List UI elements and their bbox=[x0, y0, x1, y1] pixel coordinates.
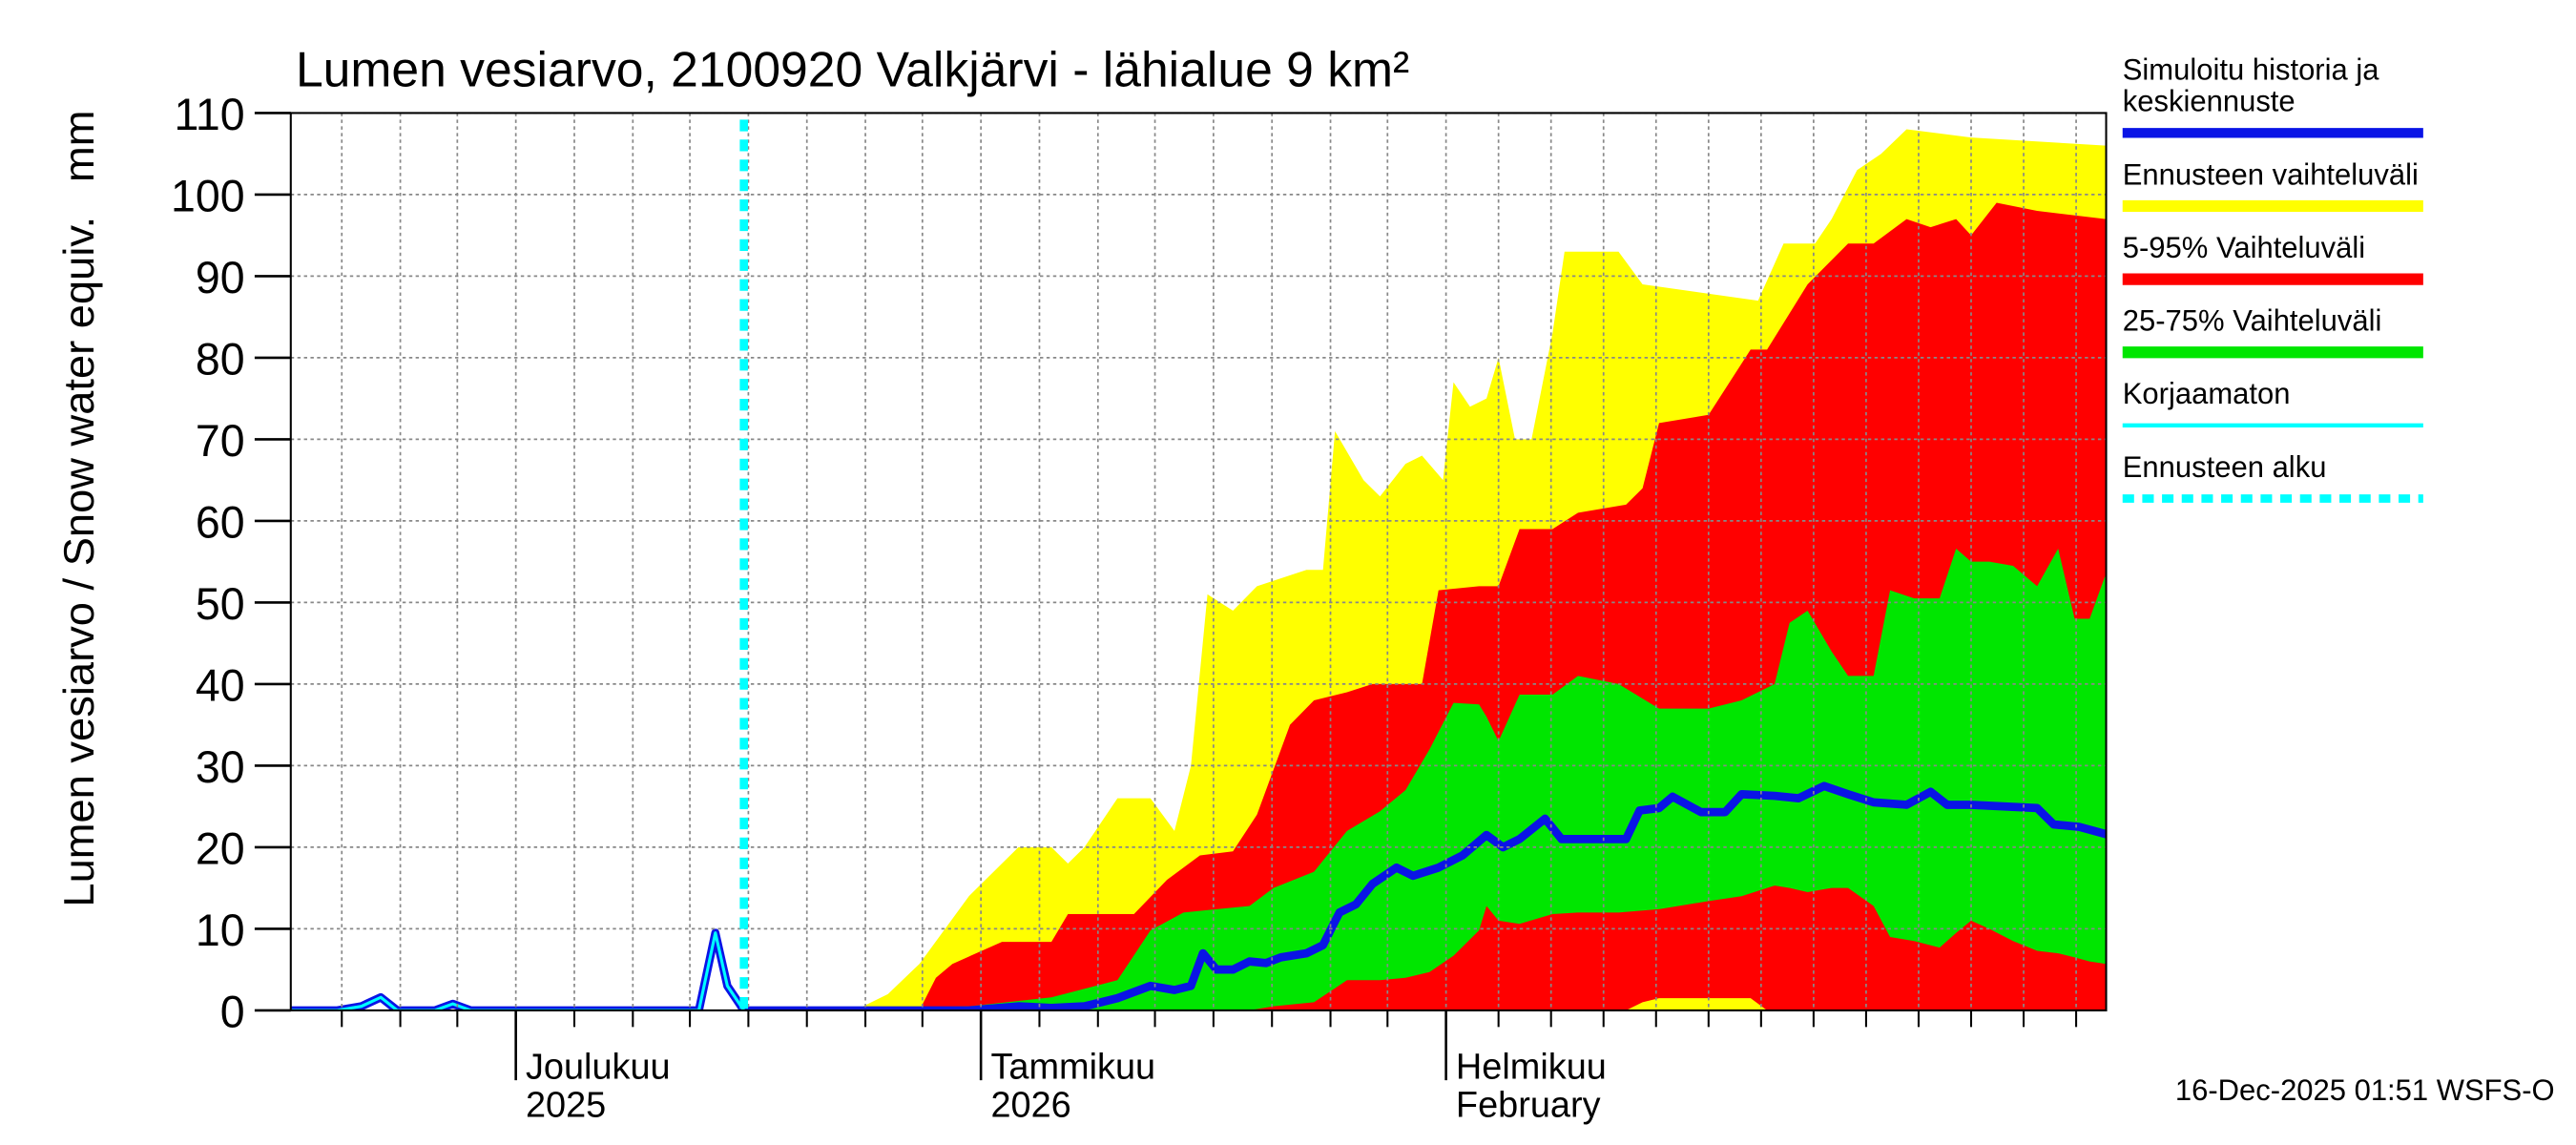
band-area bbox=[743, 549, 2107, 1010]
y-axis-label: Lumen vesiarvo / Snow water equiv. bbox=[54, 217, 103, 907]
y-tick-label: 60 bbox=[196, 497, 245, 547]
legend-label: Simuloitu historia ja keskiennuste bbox=[2122, 52, 2379, 118]
legend-label: 25-75% Vaihteluväli bbox=[2122, 303, 2382, 338]
y-tick-label: 80 bbox=[196, 334, 245, 384]
legend-label: Ennusteen vaihteluväli bbox=[2122, 157, 2419, 192]
x-tick-label: Tammikuu 2026 bbox=[990, 1045, 1156, 1126]
y-tick-label: 30 bbox=[196, 742, 245, 792]
y-tick-label: 70 bbox=[196, 416, 245, 466]
legend-label: Ennusteen alku bbox=[2122, 449, 2327, 484]
series-line bbox=[290, 931, 745, 1010]
y-tick-label: 110 bbox=[174, 90, 244, 139]
footer: 16-Dec-2025 01:51 WSFS-O bbox=[2175, 1073, 2555, 1107]
y-tick-label: 100 bbox=[171, 171, 245, 220]
chart-title: Lumen vesiarvo, 2100920 Valkjärvi - lähi… bbox=[296, 42, 1409, 97]
y-tick-label: 40 bbox=[196, 660, 245, 710]
plot-area bbox=[290, 129, 2107, 1010]
x-tick-label: Helmikuu February bbox=[1455, 1045, 1607, 1126]
y-tick-label: 0 bbox=[220, 987, 245, 1036]
y-tick-label: 10 bbox=[196, 906, 245, 955]
y-tick-label: 50 bbox=[196, 579, 245, 629]
y-tick-label: 20 bbox=[196, 823, 245, 873]
legend-label: 5-95% Vaihteluväli bbox=[2122, 231, 2366, 264]
x-tick-label: Joulukuu 2025 bbox=[525, 1045, 671, 1126]
y-axis-unit: mm bbox=[54, 111, 103, 182]
plot-frame bbox=[289, 112, 2108, 1011]
legend-label: Korjaamaton bbox=[2122, 377, 2291, 411]
y-tick-label: 90 bbox=[196, 253, 245, 302]
